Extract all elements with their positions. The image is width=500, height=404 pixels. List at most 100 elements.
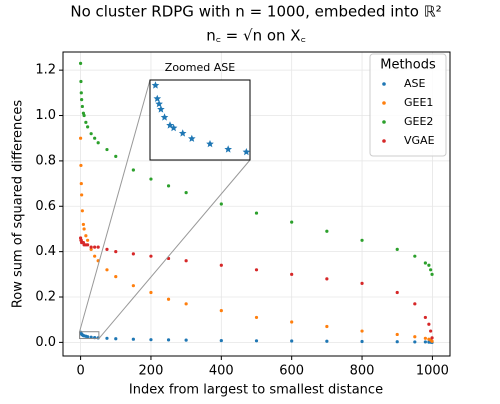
point <box>423 315 427 320</box>
point <box>290 320 294 324</box>
inset-point <box>157 105 165 113</box>
point <box>96 245 100 249</box>
point <box>89 245 93 249</box>
point <box>82 227 86 231</box>
inset-point <box>188 134 196 142</box>
point <box>105 147 109 152</box>
plot-frame <box>62 51 451 357</box>
y-axis-label: Row sum of squared differences <box>11 100 26 309</box>
point <box>114 337 118 341</box>
chart-title: n꜀ = √n on X꜀ <box>206 27 306 45</box>
point <box>325 229 329 233</box>
point <box>290 220 294 224</box>
point <box>254 211 259 215</box>
point <box>79 79 83 84</box>
point <box>430 272 434 276</box>
point <box>78 136 83 140</box>
y-tick-label: 0.2 <box>35 290 56 305</box>
point <box>325 324 329 329</box>
point <box>166 338 171 342</box>
point <box>427 322 431 326</box>
point <box>89 335 93 339</box>
point <box>80 209 84 213</box>
point <box>79 163 83 168</box>
inset: Zoomed ASE <box>79 61 251 340</box>
x-tick-label: 200 <box>139 364 164 379</box>
point <box>78 61 83 65</box>
point <box>96 141 100 145</box>
axes: 0 200 400 600 800 1000 0.0 0.2 0.4 0.6 0.8 1.0 1.2 <box>35 63 449 379</box>
point <box>413 340 417 344</box>
point <box>80 193 84 197</box>
legend-label: GEE2 <box>404 115 433 128</box>
point <box>149 290 153 295</box>
point <box>105 336 109 340</box>
point <box>81 222 86 227</box>
point <box>219 202 223 206</box>
y-tick-label: 0.6 <box>35 199 56 214</box>
inset-point <box>206 140 214 148</box>
legend-marker <box>382 101 386 105</box>
point <box>395 332 399 337</box>
point <box>360 339 364 344</box>
point <box>360 281 364 286</box>
point <box>80 104 84 109</box>
y-tick-label: 1.0 <box>35 108 56 123</box>
inset-point <box>169 124 178 132</box>
inset-frame <box>149 79 251 161</box>
x-axis-label: Index from largest to smallest distance <box>129 383 383 398</box>
point <box>395 290 399 295</box>
legend-label: ASE <box>404 77 426 90</box>
inset-point <box>224 145 232 153</box>
point <box>184 302 188 306</box>
point <box>149 338 153 342</box>
point <box>254 339 259 343</box>
point <box>427 263 431 267</box>
point <box>254 268 259 272</box>
point <box>105 268 109 272</box>
legend-marker <box>382 120 386 124</box>
point <box>413 302 417 306</box>
legend-label: VGAE <box>404 134 435 147</box>
point <box>290 339 294 343</box>
point <box>131 252 135 256</box>
point <box>360 329 364 333</box>
point <box>325 339 329 343</box>
legend-label: GEE1 <box>404 96 433 109</box>
point <box>423 261 427 265</box>
point <box>82 113 86 118</box>
point <box>166 184 171 188</box>
point <box>219 309 223 313</box>
point <box>325 277 329 281</box>
point <box>413 254 417 258</box>
point <box>219 338 223 343</box>
point <box>290 272 294 276</box>
point <box>429 329 433 333</box>
y-tick-label: 0.8 <box>35 153 56 168</box>
chart-title: No cluster RDPG with n = 1000, embeded i… <box>70 3 441 21</box>
point <box>131 284 135 288</box>
point <box>89 132 93 136</box>
zoom-region <box>79 331 100 340</box>
point <box>86 238 90 242</box>
legend-title: Methods <box>380 58 436 73</box>
x-tick-label: 800 <box>350 364 375 379</box>
point <box>80 98 84 102</box>
inset-point <box>242 148 251 156</box>
point <box>86 125 90 129</box>
point <box>423 336 427 340</box>
point <box>131 337 135 341</box>
point <box>184 259 188 263</box>
point <box>430 336 434 340</box>
point <box>254 315 259 320</box>
point <box>84 234 88 238</box>
point <box>413 335 417 339</box>
point <box>149 177 153 181</box>
points <box>78 61 434 344</box>
point <box>105 247 109 251</box>
legend-marker <box>382 82 386 86</box>
inset-point <box>155 100 163 108</box>
y-tick-label: 0.4 <box>35 244 56 259</box>
y-tick-label: 0.0 <box>35 335 56 350</box>
point <box>79 181 83 186</box>
